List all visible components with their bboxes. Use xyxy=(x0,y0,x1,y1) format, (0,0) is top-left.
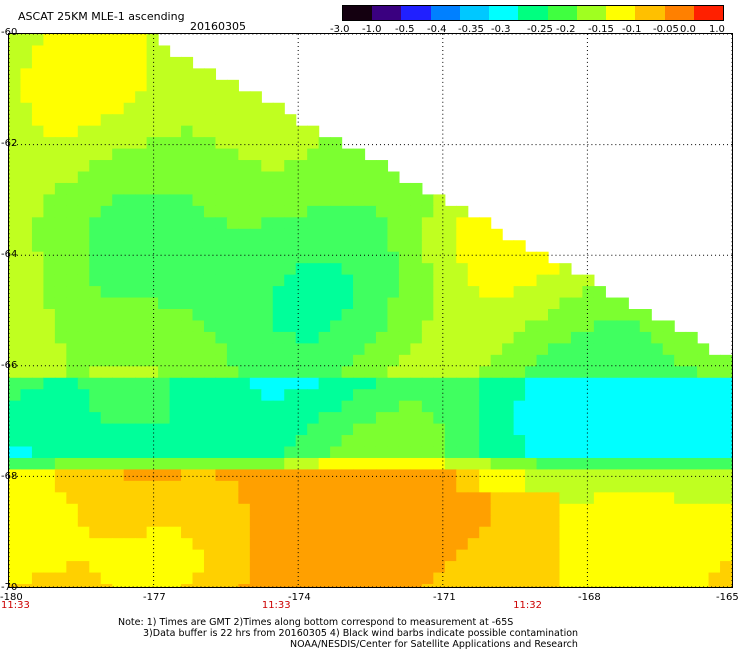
colorbar xyxy=(342,5,724,21)
lat-label: -70 xyxy=(1,582,18,593)
colorbar-segment xyxy=(606,6,636,20)
date-label: 20160305 xyxy=(190,20,246,33)
colorbar-label: -0.3 xyxy=(491,24,511,35)
lon-label: -177 xyxy=(143,592,166,603)
lat-label: -64 xyxy=(1,249,18,260)
colorbar-label: -0.1 xyxy=(622,24,642,35)
colorbar-segment xyxy=(635,6,666,20)
colorbar-segment xyxy=(459,6,490,20)
colorbar-segment xyxy=(430,6,461,20)
colorbar-label: 1.0 xyxy=(709,24,725,35)
lat-label: -66 xyxy=(1,360,18,371)
lon-label: -165 xyxy=(716,592,739,603)
colorbar-label: -1.0 xyxy=(362,24,382,35)
graticule xyxy=(9,34,732,587)
lat-label: -60 xyxy=(1,27,18,38)
note-line-2: 3)Data buffer is 22 hrs from 20160305 4)… xyxy=(143,628,579,639)
colorbar-segment xyxy=(372,6,402,20)
colorbar-segment xyxy=(664,6,695,20)
note-line-1: Note: 1) Times are GMT 2)Times along bot… xyxy=(118,617,514,628)
colorbar-segment xyxy=(518,6,549,20)
colorbar-segment xyxy=(401,6,432,20)
colorbar-label: -0.25 xyxy=(527,24,553,35)
lon-label: -180 xyxy=(0,592,23,603)
time-label: 11:33 xyxy=(261,600,291,611)
colorbar-label: -3.0 xyxy=(330,24,350,35)
time-label: 11:33 xyxy=(1,600,30,611)
time-label: 11:32 xyxy=(513,600,542,611)
colorbar-label: -0.2 xyxy=(556,24,576,35)
colorbar-segment xyxy=(343,6,373,20)
colorbar-label: -0.4 xyxy=(427,24,447,35)
lat-label: -68 xyxy=(1,471,18,482)
lon-label: -174 xyxy=(288,592,311,603)
lon-label: -171 xyxy=(433,592,456,603)
product-title: ASCAT 25KM MLE-1 ascending xyxy=(18,10,185,23)
note-line-3: NOAA/NESDIS/Center for Satellite Applica… xyxy=(290,639,578,650)
lat-label: -62 xyxy=(1,138,18,149)
colorbar-segment xyxy=(576,6,607,20)
colorbar-segment xyxy=(693,6,724,20)
colorbar-label: -0.5 xyxy=(395,24,415,35)
swath-map xyxy=(8,33,733,588)
colorbar-label: 0.0 xyxy=(680,24,696,35)
colorbar-label: -0.15 xyxy=(588,24,614,35)
lon-label: -168 xyxy=(578,592,601,603)
swath-cells xyxy=(9,34,732,587)
colorbar-segment xyxy=(547,6,578,20)
colorbar-segment xyxy=(489,6,519,20)
colorbar-label: -0.35 xyxy=(458,24,484,35)
colorbar-label: -0.05 xyxy=(653,24,679,35)
